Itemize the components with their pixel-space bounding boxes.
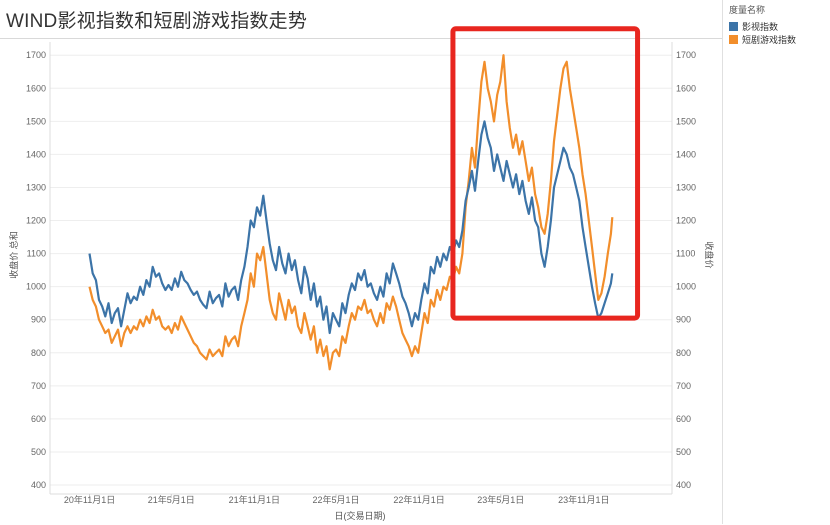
- y-tick-left-1400: 1400: [26, 149, 46, 159]
- legend-item-shortdrama-game[interactable]: 短剧游戏指数: [729, 33, 829, 46]
- y-tick-left-1600: 1600: [26, 83, 46, 93]
- x-tick-label-3: 22年5月1日: [312, 494, 359, 505]
- x-tick-label-4: 22年11月1日: [393, 494, 444, 505]
- y-axis-right-ticks: 400 500 600 700 800 900 1000 1100 1200 1300 1400 15…: [676, 50, 696, 490]
- y-tick-right-800: 800: [676, 348, 691, 358]
- y-axis-left-ticks: 400 500 600 700 800 900 1000 1100 1200 1300 1400 15…: [26, 50, 46, 490]
- y-tick-right-500: 500: [676, 447, 691, 457]
- y-tick-right-700: 700: [676, 381, 691, 391]
- page-title: WIND影视指数和短剧游戏指数走势: [6, 11, 308, 32]
- x-axis-ticks: 20年11月1日 21年5月1日 21年11月1日 22年5月1日 22年11月1日 23…: [64, 494, 610, 505]
- y-tick-left-600: 600: [31, 414, 46, 424]
- legend-label-film: 影视指数: [742, 22, 779, 32]
- x-tick-label-2: 21年11月1日: [229, 494, 280, 505]
- legend-label-shortdrama-game: 短剧游戏指数: [742, 35, 797, 45]
- y-tick-right-1400: 1400: [676, 149, 696, 159]
- y-tick-left-500: 500: [31, 447, 46, 457]
- x-axis-title: 日(交易日期): [335, 510, 386, 521]
- series-line-1: [88, 54, 614, 371]
- y-tick-left-1500: 1500: [26, 116, 46, 126]
- y-axis-left-title: 收盘价 总和: [8, 231, 19, 279]
- x-tick-label-0: 20年11月1日: [64, 494, 115, 505]
- y-tick-right-1000: 1000: [676, 282, 696, 292]
- y-tick-right-900: 900: [676, 315, 691, 325]
- y-tick-left-800: 800: [31, 348, 46, 358]
- y-axis-right-title: 收盘价: [704, 241, 715, 268]
- x-tick-label-6: 23年11月1日: [558, 494, 609, 505]
- legend: 度量名称 影视指数 短剧游戏指数: [729, 3, 829, 46]
- legend-panel: 度量名称 影视指数 短剧游戏指数: [722, 0, 830, 524]
- y-tick-right-400: 400: [676, 480, 691, 490]
- gridlines: [49, 42, 673, 495]
- y-tick-left-1300: 1300: [26, 182, 46, 192]
- legend-swatch-film: [729, 22, 738, 31]
- y-tick-left-700: 700: [31, 381, 46, 391]
- y-tick-left-1100: 1100: [27, 249, 46, 259]
- y-tick-right-1700: 1700: [676, 50, 696, 60]
- y-tick-left-900: 900: [31, 315, 46, 325]
- y-tick-left-1700: 1700: [26, 50, 46, 60]
- y-tick-left-400: 400: [31, 480, 46, 490]
- y-tick-right-1600: 1600: [676, 83, 696, 93]
- x-tick-label-1: 21年5月1日: [148, 494, 195, 505]
- highlight-box: [450, 26, 641, 321]
- y-tick-right-600: 600: [676, 414, 691, 424]
- legend-title: 度量名称: [729, 5, 766, 15]
- chart-frame: [0, 38, 722, 525]
- x-tick-label-5: 23年5月1日: [477, 494, 524, 505]
- y-tick-right-1200: 1200: [676, 216, 696, 226]
- line-chart: 400 500 600 700 800 900 1000 1100 1200 1300 1400 15…: [8, 26, 715, 521]
- y-tick-left-1000: 1000: [26, 282, 46, 292]
- y-tick-right-1300: 1300: [676, 182, 696, 192]
- series-line-0: [88, 120, 614, 335]
- series-lines: [88, 54, 614, 371]
- legend-swatch-shortdrama-game: [729, 35, 738, 44]
- y-tick-right-1100: 1100: [676, 249, 695, 259]
- y-tick-right-1500: 1500: [676, 116, 696, 126]
- y-tick-left-1200: 1200: [26, 216, 46, 226]
- legend-item-film[interactable]: 影视指数: [729, 20, 829, 33]
